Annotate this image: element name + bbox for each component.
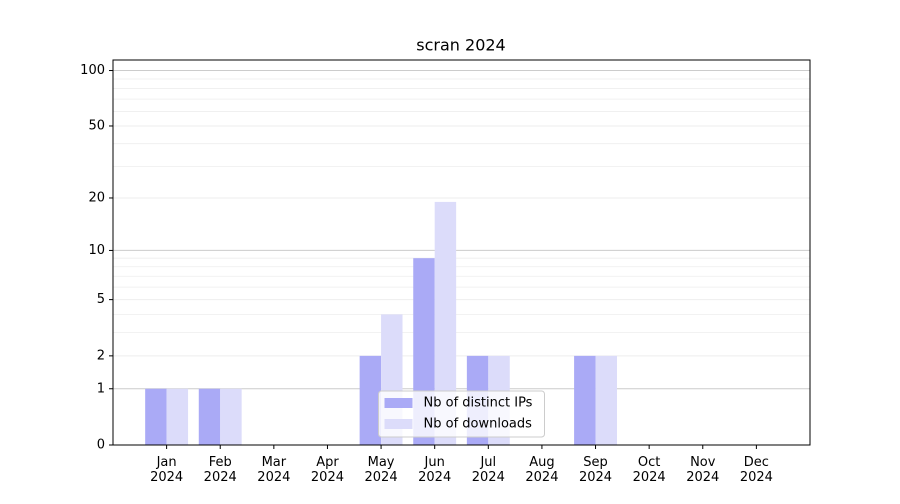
x-tick-label: May 2024 xyxy=(365,455,398,485)
x-tick-label: Jun 2024 xyxy=(418,455,451,485)
y-tick-label: 100 xyxy=(80,63,105,78)
x-tick-label: Aug 2024 xyxy=(525,455,558,485)
x-tick-label: Oct 2024 xyxy=(633,455,666,485)
x-tick-label: Mar 2024 xyxy=(257,455,290,485)
bar xyxy=(595,355,617,445)
y-tick-label: 1 xyxy=(97,381,105,396)
x-tick-label: Sep 2024 xyxy=(579,455,612,485)
bar xyxy=(434,201,457,445)
bar xyxy=(574,355,596,445)
legend-box xyxy=(378,390,545,438)
legend-label: Nb of distinct IPs xyxy=(424,396,533,411)
bar xyxy=(198,388,221,445)
legend-swatch xyxy=(384,419,413,429)
bar xyxy=(359,355,382,445)
x-tick-label: Jul 2024 xyxy=(472,455,505,485)
x-tick-label: Feb 2024 xyxy=(204,455,237,485)
legend-swatch xyxy=(384,398,413,408)
y-tick-label: 2 xyxy=(97,348,105,363)
x-tick-label: Jan 2024 xyxy=(150,455,183,485)
legend-label: Nb of downloads xyxy=(424,417,533,432)
y-tick-label: 20 xyxy=(88,190,105,205)
chart-title: scran 2024 xyxy=(416,36,505,55)
x-tick-label: Apr 2024 xyxy=(311,455,344,485)
bar xyxy=(220,388,242,445)
y-tick-label: 50 xyxy=(88,118,105,133)
bar xyxy=(145,388,167,445)
y-tick-label: 5 xyxy=(97,292,105,307)
x-tick-label: Nov 2024 xyxy=(686,455,719,485)
plot-frame xyxy=(112,59,811,446)
x-tick-label: Dec 2024 xyxy=(740,455,773,485)
y-tick-label: 10 xyxy=(88,243,105,258)
bar xyxy=(166,388,189,445)
legend: Nb of distinct IPs Nb of downloads xyxy=(378,390,545,438)
y-tick-label: 0 xyxy=(97,438,105,453)
